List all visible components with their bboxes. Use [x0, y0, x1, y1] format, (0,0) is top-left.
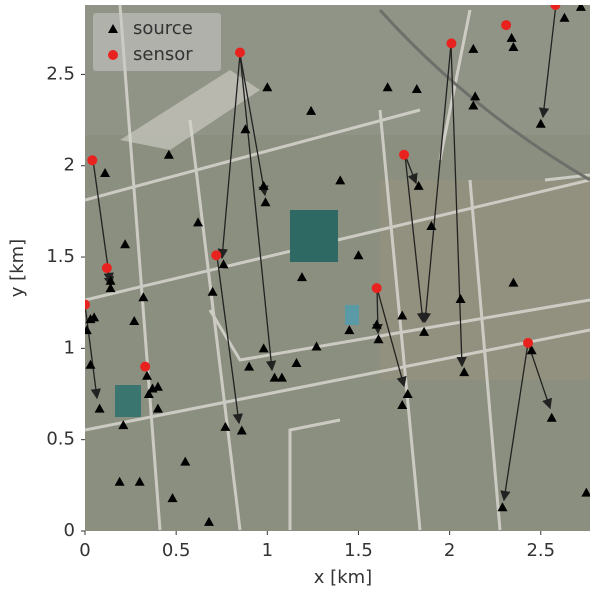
x-tick-label: 0.5	[162, 540, 191, 561]
y-tick-label: 1.5	[46, 246, 75, 267]
y-tick-label: 2	[64, 155, 75, 176]
sensor-marker	[372, 283, 382, 293]
legend-label: sensor	[133, 44, 193, 65]
sensor-marker	[211, 250, 221, 260]
legend-marker	[108, 50, 118, 60]
chart: x [km] y [km] 0 0.5 1 1.5 2 2.5 0 0.5 1 1.5 2 2.5 so…	[0, 0, 592, 591]
sensor-marker	[399, 150, 409, 160]
y-tick-label: 0	[64, 520, 75, 541]
x-tick-label: 2	[444, 540, 455, 561]
y-tick-label: 1	[64, 337, 75, 358]
legend-label: source	[133, 18, 193, 39]
sensor-marker	[523, 338, 533, 348]
sensor-marker	[446, 38, 456, 48]
x-axis-label: x [km]	[314, 567, 372, 588]
y-tick-label: 2.5	[46, 63, 75, 84]
x-tick-label: 1.5	[344, 540, 373, 561]
sensor-marker	[80, 300, 90, 310]
x-tick-label: 0	[79, 540, 90, 561]
x-tick-label: 1	[262, 540, 273, 561]
y-axis-label: y [km]	[7, 239, 28, 297]
background-imagery	[85, 4, 590, 531]
sensor-marker	[102, 263, 112, 273]
sensor-marker	[501, 20, 511, 30]
sensor-marker	[235, 47, 245, 57]
sensor-marker	[140, 362, 150, 372]
sensor-marker	[87, 155, 97, 165]
sensor-marker	[550, 0, 560, 10]
x-tick-label: 2.5	[526, 540, 555, 561]
y-tick-label: 0.5	[46, 429, 75, 450]
